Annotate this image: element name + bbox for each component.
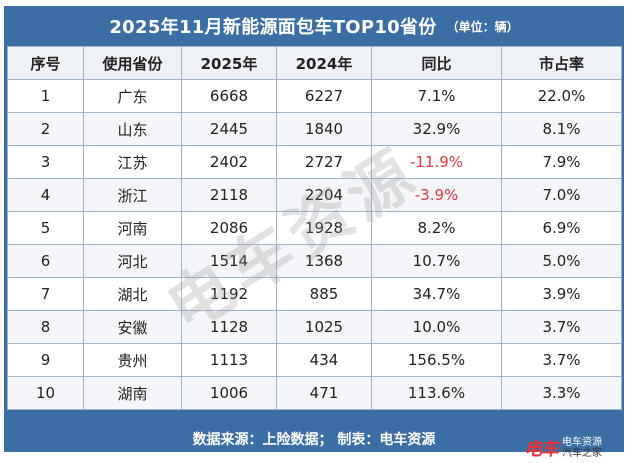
cell-2025: 2118: [181, 178, 277, 212]
cell-share: 3.9%: [501, 277, 622, 311]
ranking-table: 序号 使用省份 2025年 2024年 同比 市占率 1 广东 6668 6227 7.…: [7, 46, 622, 410]
cell-province: 广东: [83, 79, 182, 113]
cell-province: 山东: [83, 112, 182, 146]
cell-2025: 2402: [181, 145, 277, 179]
cell-share: 3.7%: [501, 310, 622, 344]
cell-2024: 2204: [276, 178, 372, 212]
logo-line-1: 电车资源: [562, 437, 602, 448]
header-row: 序号 使用省份 2025年 2024年 同比 市占率: [7, 46, 622, 80]
cell-province: 湖北: [83, 277, 182, 311]
header-index: 序号: [7, 46, 84, 80]
cell-index: 7: [7, 277, 84, 311]
table-row: 9 贵州 1113 434 156.5% 3.7%: [7, 343, 622, 377]
cell-index: 10: [7, 376, 84, 410]
header-share: 市占率: [501, 46, 622, 80]
cell-2024: 1368: [276, 244, 372, 278]
cell-2024: 434: [276, 343, 372, 377]
cell-yoy: 7.1%: [371, 79, 502, 113]
cell-index: 2: [7, 112, 84, 146]
cell-share: 7.0%: [501, 178, 622, 212]
logo-text: 电车资源 汽车之家: [562, 437, 602, 459]
cell-yoy: 32.9%: [371, 112, 502, 146]
table-row: 6 河北 1514 1368 10.7% 5.0%: [7, 244, 622, 278]
table-row: 7 湖北 1192 885 34.7% 3.9%: [7, 277, 622, 311]
cell-share: 5.0%: [501, 244, 622, 278]
cell-2025: 2086: [181, 211, 277, 245]
logo-line-2: 汽车之家: [562, 448, 602, 459]
cell-yoy: 113.6%: [371, 376, 502, 410]
cell-share: 3.7%: [501, 343, 622, 377]
cell-2025: 2445: [181, 112, 277, 146]
cell-yoy: 10.7%: [371, 244, 502, 278]
header-province: 使用省份: [83, 46, 182, 80]
cell-2025: 1128: [181, 310, 277, 344]
cell-share: 6.9%: [501, 211, 622, 245]
table-row: 2 山东 2445 1840 32.9% 8.1%: [7, 112, 622, 146]
cell-index: 4: [7, 178, 84, 212]
cell-province: 浙江: [83, 178, 182, 212]
header-2025: 2025年: [181, 46, 277, 80]
cell-index: 6: [7, 244, 84, 278]
cell-yoy: 156.5%: [371, 343, 502, 377]
table-row: 8 安徽 1128 1025 10.0% 3.7%: [7, 310, 622, 344]
title-bar: 2025年11月新能源面包车TOP10省份 （单位：辆）: [4, 6, 624, 46]
cell-province: 贵州: [83, 343, 182, 377]
cell-2024: 1928: [276, 211, 372, 245]
cell-2025: 1006: [181, 376, 277, 410]
table-row: 1 广东 6668 6227 7.1% 22.0%: [7, 79, 622, 113]
cell-2024: 471: [276, 376, 372, 410]
cell-yoy: 10.0%: [371, 310, 502, 344]
cell-index: 9: [7, 343, 84, 377]
table-body: 1 广东 6668 6227 7.1% 22.0% 2 山东 2445 1840 32.9% 8.1%…: [7, 79, 622, 410]
cell-2025: 6668: [181, 79, 277, 113]
logo-mark: 电车: [524, 439, 559, 460]
table-row: 10 湖南 1006 471 113.6% 3.3%: [7, 376, 622, 410]
cell-yoy: -11.9%: [371, 145, 502, 179]
cell-share: 22.0%: [501, 79, 622, 113]
cell-yoy: -3.9%: [371, 178, 502, 212]
source-footer: 数据来源：上险数据； 制表：电车资源: [192, 432, 436, 448]
cell-yoy: 34.7%: [371, 277, 502, 311]
corner-logo: 电车 电车资源 汽车之家: [524, 436, 624, 460]
cell-2025: 1113: [181, 343, 277, 377]
cell-province: 湖南: [83, 376, 182, 410]
table-row: 3 江苏 2402 2727 -11.9% 7.9%: [7, 145, 622, 179]
header-2024: 2024年: [276, 46, 372, 80]
cell-yoy: 8.2%: [371, 211, 502, 245]
table-row: 5 河南 2086 1928 8.2% 6.9%: [7, 211, 622, 245]
cell-province: 安徽: [83, 310, 182, 344]
cell-2024: 885: [276, 277, 372, 311]
table-row: 4 浙江 2118 2204 -3.9% 7.0%: [7, 178, 622, 212]
cell-share: 7.9%: [501, 145, 622, 179]
cell-province: 河北: [83, 244, 182, 278]
unit-label: （单位：辆）: [446, 19, 519, 34]
header-yoy: 同比: [371, 46, 502, 80]
cell-province: 河南: [83, 211, 182, 245]
cell-2024: 1840: [276, 112, 372, 146]
cell-2025: 1192: [181, 277, 277, 311]
cell-index: 8: [7, 310, 84, 344]
cell-index: 5: [7, 211, 84, 245]
page-title: 2025年11月新能源面包车TOP10省份: [109, 17, 437, 38]
table-frame: 2025年11月新能源面包车TOP10省份 （单位：辆） 序号 使用省份 202…: [4, 6, 624, 452]
cell-share: 8.1%: [501, 112, 622, 146]
cell-2024: 1025: [276, 310, 372, 344]
cell-2024: 6227: [276, 79, 372, 113]
cell-index: 3: [7, 145, 84, 179]
cell-2024: 2727: [276, 145, 372, 179]
cell-index: 1: [7, 79, 84, 113]
cell-province: 江苏: [83, 145, 182, 179]
cell-share: 3.3%: [501, 376, 622, 410]
cell-2025: 1514: [181, 244, 277, 278]
